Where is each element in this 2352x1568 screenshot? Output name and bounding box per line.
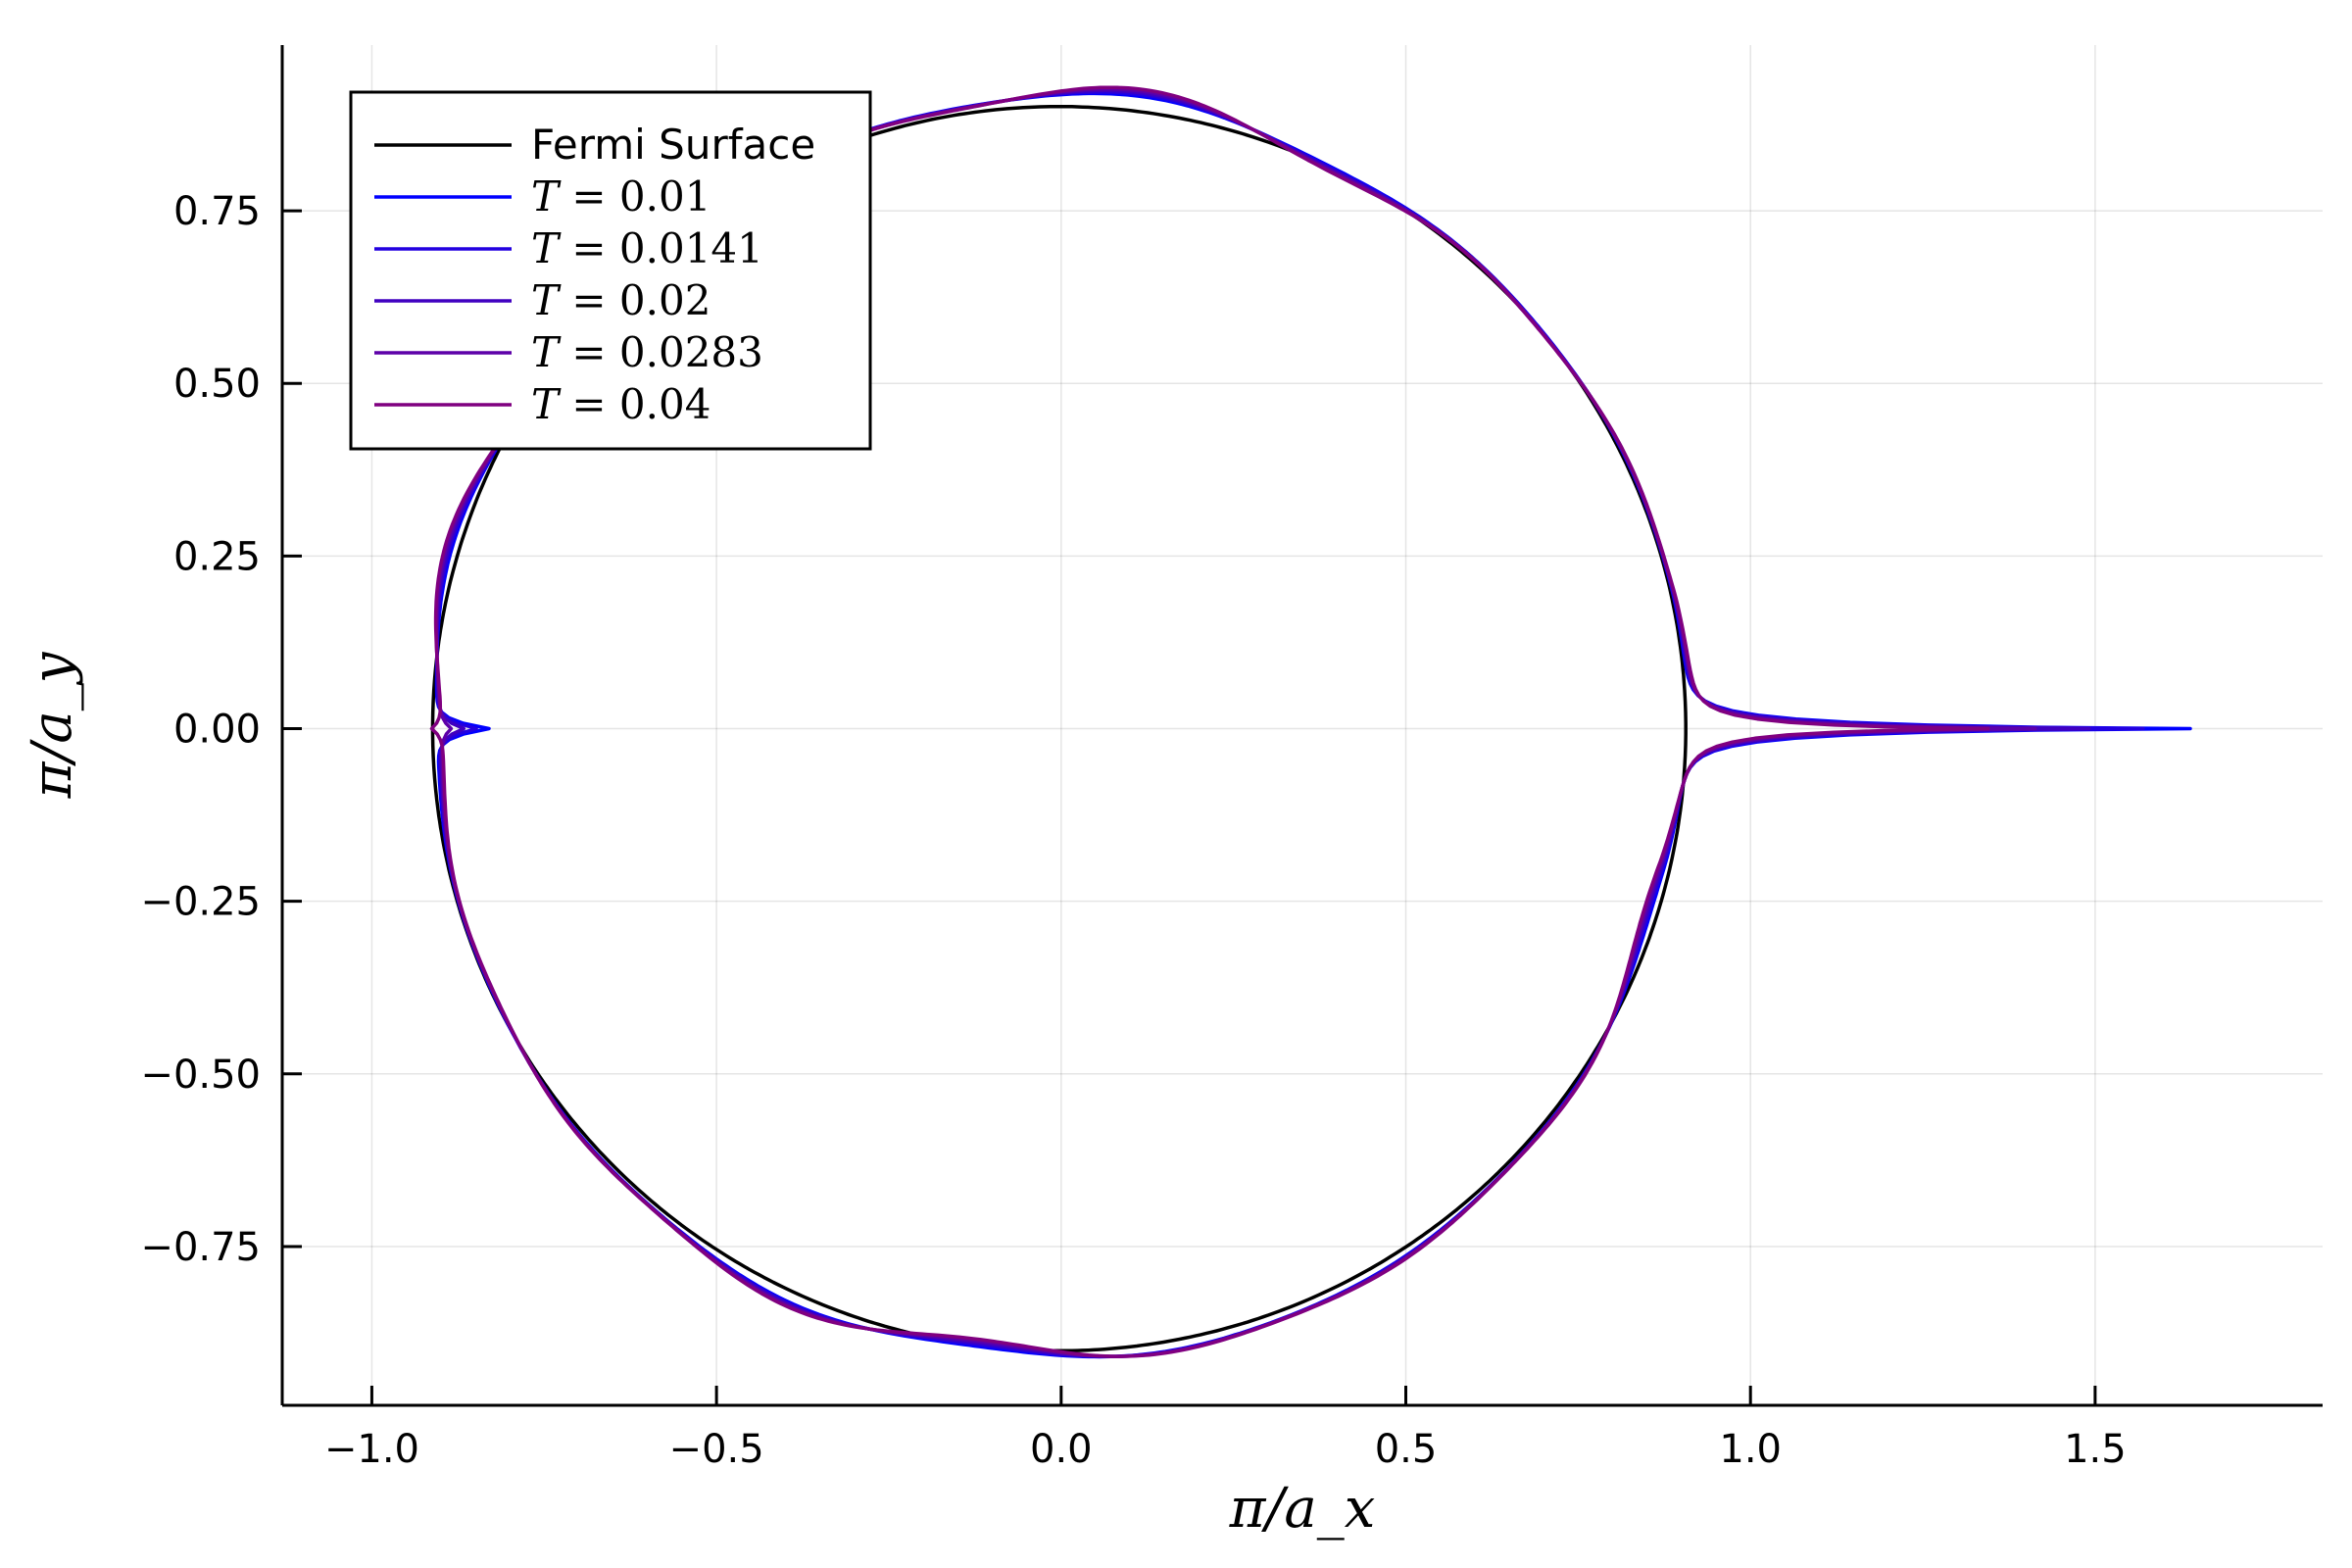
y-tick-label: −0.25 [140, 880, 261, 925]
x-tick-label: 1.5 [2064, 1427, 2127, 1472]
series-curves [429, 85, 2192, 1359]
x-axis-label: π/a_x [1229, 1477, 1376, 1541]
y-tick-label: 0.50 [173, 362, 261, 407]
y-axis-label: π/a_y [21, 651, 84, 799]
legend-label: T = 0.0141 [531, 224, 763, 272]
legend-label: T = 0.02 [531, 276, 710, 324]
y-tick-label: 0.25 [173, 534, 261, 579]
x-tick-label: 0.5 [1375, 1427, 1438, 1472]
y-tick-label: 0.00 [173, 708, 261, 753]
legend-label: T = 0.01 [531, 172, 710, 220]
x-tick-label: 0.0 [1030, 1427, 1093, 1472]
legend-box [349, 90, 872, 451]
x-tick-label: −0.5 [669, 1427, 764, 1472]
x-tick-label: −1.0 [324, 1427, 419, 1472]
axis-ticks: −1.0 −0.5 0.0 0.5 1.0 1.5 −0.75 −0.50 −0.25 0.00 0… [140, 189, 2126, 1472]
y-tick-label: 0.75 [173, 189, 261, 234]
legend-label: Fermi Surface [531, 121, 815, 169]
y-tick-label: −0.75 [140, 1225, 261, 1270]
y-tick-label: −0.50 [140, 1053, 261, 1098]
legend-label: T = 0.0283 [531, 328, 763, 376]
x-tick-label: 1.0 [1719, 1427, 1782, 1472]
legend-label: T = 0.04 [531, 380, 710, 428]
series-line-5 [429, 85, 1990, 1358]
axes [280, 45, 2323, 1407]
